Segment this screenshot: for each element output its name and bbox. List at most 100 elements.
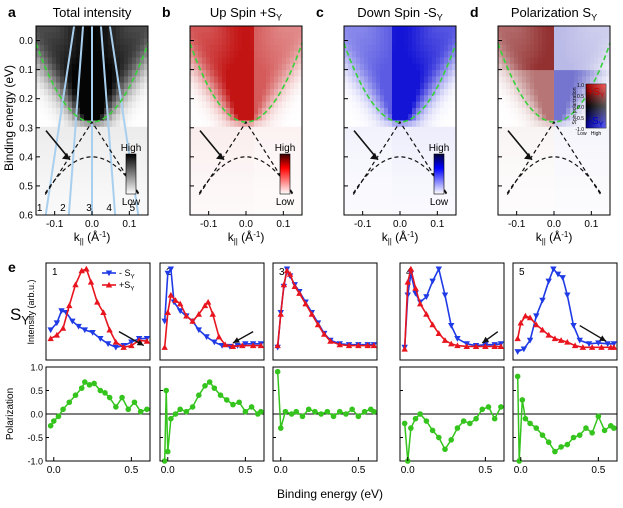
colorbar [433,153,445,195]
heatmap-cell [550,196,555,203]
heatmap-cell [132,38,137,46]
heatmap-cell [44,82,49,90]
heatmap-cell [368,196,373,203]
heatmap-cell [36,126,41,134]
heatmap-cell [40,120,45,128]
heatmap-cell [226,107,231,115]
heatmap-cell [128,196,133,203]
heatmap-cell [214,63,219,71]
polarization-marker [558,444,564,450]
heatmap-cell [206,120,211,128]
heatmap-cell [218,170,223,178]
heatmap-cell [574,158,579,165]
heatmap-cell [294,145,299,153]
heatmap-cell [570,164,575,172]
heatmap-cell [202,26,207,33]
colorbar-high-label: High [275,143,296,154]
heatmap-cell [92,177,97,184]
heatmap-cell [48,89,53,96]
heatmap-cell [400,196,405,203]
heatmap-cell [526,177,531,184]
polarization-marker [564,441,571,448]
heatmap-cell [250,133,255,140]
heatmap-cell [368,202,373,210]
heatmap-cell [498,133,503,140]
heatmap-cell [48,51,53,58]
heatmap-cell [136,139,141,147]
heatmap-cell [222,139,227,147]
heatmap-cell [392,208,397,216]
heatmap-cell [132,32,137,39]
heatmap-cell [198,63,203,71]
heatmap-cell [498,120,503,128]
heatmap-cell [282,51,287,58]
heatmap-cell [88,82,93,90]
heatmap-cell [412,145,417,153]
heatmap-cell [388,89,393,96]
spin-down-marker [58,308,65,314]
heatmap-cell [44,152,49,159]
heatmap-cell [120,126,125,134]
heatmap-cell [144,196,149,203]
legend-minus-sy: -SY [589,116,604,129]
heatmap-cell [52,76,57,84]
heatmap-cell [266,133,271,140]
heatmap-cell [436,120,441,128]
heatmap-cell [502,114,507,121]
heatmap-cell [352,164,357,172]
heatmap-cell [36,196,41,203]
heatmap-cell [348,107,353,115]
polarization-marker [113,404,119,410]
heatmap-cell [52,183,57,191]
heatmap-cell [222,120,227,128]
heatmap-cell [372,126,377,134]
heatmap-cell [198,114,203,121]
heatmap-cell [124,51,129,58]
heatmap-cell [230,32,235,39]
heatmap-cell [590,38,595,46]
heatmap-cell [48,101,53,109]
heatmap-cell [116,70,121,77]
polarization-marker [479,406,486,413]
heatmap-cell [64,164,69,172]
heatmap-cell [452,38,457,46]
heatmap-cell [518,139,523,147]
heatmap-cell [242,32,247,39]
heatmap-cell [286,202,291,210]
heatmap-cell [562,32,567,39]
heatmap-cell [344,76,349,84]
heatmap-cell [558,57,563,65]
heatmap-cell [194,177,199,184]
heatmap-cell [404,89,409,96]
heatmap-cell [538,95,543,102]
heatmap-cell [428,126,433,134]
heatmap-cell [64,51,69,58]
heatmap-cell [84,183,89,191]
heatmap-cell [72,177,77,184]
heatmap-cell [194,145,199,153]
colorbar [279,153,291,195]
heatmap-cell [396,170,401,178]
heatmap-cell [506,63,511,71]
heatmap-cell [64,196,69,203]
heatmap-cell [36,63,41,71]
heatmap-cell [514,170,519,178]
heatmap-cell [416,114,421,121]
heatmap-cell [44,32,49,39]
heatmap-cell [562,95,567,102]
heatmap-cell [594,51,599,58]
heatmap-cell [348,133,353,140]
heatmap-cell [36,189,41,197]
heatmap-cell [60,126,65,134]
heatmap-cell [80,63,85,71]
heatmap-cell [424,89,429,96]
heatmap-cell [444,177,449,184]
heatmap-cell [420,126,425,134]
heatmap-cell [100,158,105,165]
heatmap-cell [266,208,271,216]
heatmap-cell [194,26,199,33]
spin-up-marker [161,344,168,350]
heatmap-cell [294,32,299,39]
heatmap-cell [570,170,575,178]
heatmap-cell [282,32,287,39]
